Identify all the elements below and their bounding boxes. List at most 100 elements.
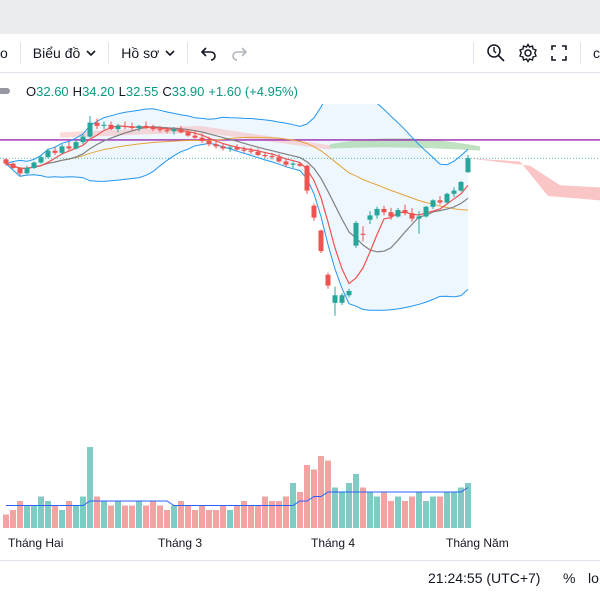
candle [59,144,65,154]
candle [17,166,23,176]
candle-body [45,150,51,158]
candle-body [465,158,471,173]
ichimoku-cloud-bull [330,138,480,151]
candle-body [346,290,352,296]
volume-bar [87,447,93,528]
volume-bar [101,501,107,528]
candle-body [31,162,37,168]
fullscreen-button[interactable] [544,38,574,68]
x-axis-label: Tháng 4 [311,536,355,550]
legend-toggle-icon[interactable] [0,88,10,94]
candle [80,134,86,145]
volume-bar [367,492,373,528]
toolbar-cut-right-item[interactable]: c [587,38,600,68]
alert-zoom-button[interactable] [480,38,512,68]
candle-body [178,129,184,133]
candle-body [388,212,394,217]
volume-bar [465,483,471,528]
volume-bar [395,496,401,528]
candle [171,126,177,135]
price-chart[interactable]: Tháng Hai Tháng 3 Tháng 4 Tháng Năm [0,104,600,560]
candle [269,152,275,160]
percent-scale-toggle[interactable]: % [563,570,576,586]
log-scale-toggle[interactable]: lo [588,570,599,586]
candle [318,229,324,254]
chevron-down-icon [165,50,175,56]
volume-bar [115,501,121,528]
candle-body [290,163,296,165]
legend-low-value: 32.55 [125,83,159,99]
candle [381,205,387,216]
volume-bar [94,496,100,528]
x-axis-label: Tháng Năm [446,536,509,550]
candle [374,206,380,219]
volume-bar [129,505,135,528]
candle-body [451,190,457,194]
volume-bar [339,492,345,528]
volume-bar [178,501,184,528]
candle-body [185,132,191,136]
profile-dropdown[interactable]: Hồ sơ [115,38,181,68]
candle-body [94,122,100,126]
volume-bar [374,496,380,528]
candle [199,133,205,144]
volume-bar [220,505,226,528]
volume-bar [52,505,58,528]
toolbar-cut-left-item[interactable]: o [0,38,14,68]
redo-button[interactable] [224,38,254,68]
candle [451,187,457,198]
candle [150,124,156,132]
candle-body [206,140,212,145]
candle [290,161,296,168]
volume-bar [45,501,51,528]
candle-body [360,233,366,235]
candle [311,203,317,221]
candle-body [38,157,44,163]
volume-bar [59,510,65,528]
candle-body [66,146,72,149]
candle-body [87,122,93,137]
volume-bar [234,505,240,528]
candle-body [129,126,135,129]
candle-body [416,216,422,219]
redo-icon [232,47,248,61]
candle [115,123,121,133]
undo-button[interactable] [194,38,224,68]
fullscreen-icon [551,45,567,61]
candle [444,192,450,204]
candle-body [157,129,163,131]
candle-body [332,295,338,303]
candle [213,140,219,149]
candle-body [353,222,359,246]
moving-average-mid [5,125,469,253]
candle [122,121,128,130]
clock-timezone[interactable]: 21:24:55 (UTC+7) [428,570,541,586]
candle [339,293,345,305]
browser-top-strip [0,0,600,35]
candle-body [262,155,268,157]
volume-bar [122,505,128,528]
x-axis-label: Tháng Hai [8,536,63,550]
volume-bar [24,505,30,528]
candle-body [269,156,275,158]
candle [45,148,51,159]
candle-body [423,206,429,217]
chart-type-dropdown[interactable]: Biểu đồ [27,38,102,68]
volume-bar [199,505,205,528]
volume-bar [458,487,464,528]
chevron-down-icon [86,50,96,56]
candle-body [283,161,289,165]
legend-low-label: L [118,83,126,99]
settings-button[interactable] [512,38,544,68]
moving-average-slow [5,136,469,211]
candle-body [213,144,219,147]
candle-body [325,274,331,286]
toolbar-separator [108,42,110,64]
volume-moving-average [6,487,469,506]
volume-bar [297,492,303,528]
volume-bar [255,505,261,528]
toolbar-separator [19,42,21,64]
volume-bar [227,510,233,528]
profile-label: Hồ sơ [121,45,160,61]
candle [52,146,58,155]
